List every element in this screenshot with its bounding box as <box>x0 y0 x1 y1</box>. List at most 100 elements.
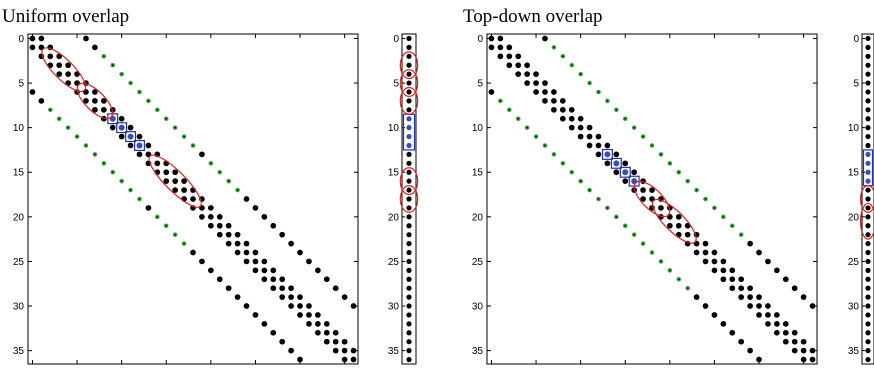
uniform-green-core <box>147 100 150 102</box>
topdown-green-core <box>597 91 600 93</box>
uniform-point <box>261 276 268 283</box>
uniform-green-core <box>165 224 168 227</box>
uniform-point <box>315 321 321 327</box>
topdown-point <box>595 142 602 149</box>
topdown-point <box>747 303 753 309</box>
topdown-point <box>542 35 548 42</box>
uniform-point <box>332 347 339 354</box>
uniform-ytick-label: 25 <box>13 257 25 268</box>
uniform-point <box>172 178 179 185</box>
topdown-point <box>747 240 753 247</box>
topdown-vector-point <box>865 276 871 282</box>
uniform-point <box>279 276 286 283</box>
topdown-point <box>791 338 798 345</box>
topdown-green-core <box>677 278 680 281</box>
uniform-point <box>56 62 63 69</box>
uniform-green-core <box>111 171 114 174</box>
uniform-vector-point <box>406 330 412 336</box>
uniform-point <box>297 303 303 309</box>
topdown-green-core <box>713 207 716 209</box>
uniform-green-core <box>120 73 123 75</box>
uniform-point <box>270 329 277 336</box>
uniform-point <box>207 222 214 229</box>
uniform-point <box>154 160 161 167</box>
topdown-vector-point <box>865 258 871 265</box>
topdown-point <box>747 285 753 292</box>
topdown-point <box>497 53 504 60</box>
uniform-point <box>261 258 268 265</box>
uniform-vector-point <box>406 80 412 86</box>
uniform-vector-point <box>406 205 412 211</box>
uniform-point <box>136 133 143 140</box>
topdown-ytick-label: 0 <box>477 34 483 45</box>
topdown-point <box>702 249 709 256</box>
uniform-point <box>136 151 143 158</box>
uniform-point <box>225 231 232 238</box>
topdown-point <box>765 321 771 327</box>
uniform-ytick-label: 5 <box>18 79 24 90</box>
uniform-point <box>279 338 286 345</box>
uniform-green-core <box>76 135 78 138</box>
topdown-vector-point <box>865 116 871 122</box>
uniform-point <box>118 133 125 140</box>
topdown-point <box>551 106 557 113</box>
topdown-blue-point <box>604 151 611 158</box>
topdown-vector-point <box>865 107 871 113</box>
topdown-green-core <box>624 117 627 120</box>
uniform-vector-ellipse <box>399 69 419 98</box>
topdown-overlap-ellipse <box>651 198 697 244</box>
uniform-vector-ellipse <box>399 167 419 196</box>
topdown-point <box>765 312 771 318</box>
uniform-point <box>225 222 232 229</box>
topdown-green-core <box>508 108 511 111</box>
topdown-point <box>622 178 629 185</box>
uniform-point <box>306 312 312 318</box>
uniform-vector-point <box>406 285 412 291</box>
topdown-green-core <box>677 171 680 174</box>
topdown-point <box>711 312 718 318</box>
uniform-point <box>92 98 98 104</box>
topdown-blue-point <box>622 169 629 176</box>
topdown-green-core <box>660 260 662 263</box>
topdown-frame <box>486 33 818 365</box>
topdown-blue-box <box>601 148 613 160</box>
topdown-point <box>542 98 548 104</box>
uniform-vytick-label: 20 <box>388 212 400 223</box>
uniform-point <box>216 276 223 283</box>
uniform-green-core <box>236 189 239 191</box>
uniform-green-core <box>120 180 123 183</box>
uniform-vector-point <box>406 89 412 95</box>
uniform-green-core <box>192 144 194 147</box>
uniform-point <box>252 205 259 211</box>
uniform-point <box>38 98 45 104</box>
topdown-point <box>675 213 682 220</box>
uniform-point <box>261 213 268 220</box>
uniform-point <box>127 142 134 149</box>
topdown-green-core <box>544 144 546 147</box>
uniform-point <box>163 178 170 185</box>
uniform-vector-point <box>406 249 412 256</box>
topdown-point <box>551 98 557 104</box>
uniform-green-core <box>129 189 132 191</box>
topdown-point <box>524 62 530 69</box>
uniform-green-core <box>111 64 114 67</box>
uniform-vector-point <box>406 62 412 68</box>
uniform-point <box>279 294 286 300</box>
uniform-point <box>172 169 179 176</box>
topdown-green-core <box>526 126 528 129</box>
topdown-vector-point <box>865 339 871 345</box>
topdown-point <box>791 329 798 336</box>
uniform-green-core <box>174 233 177 236</box>
uniform-vector-point <box>406 294 412 300</box>
topdown-green-core <box>553 46 555 49</box>
topdown-point <box>533 71 539 77</box>
topdown-vytick-label: 20 <box>848 212 860 223</box>
topdown-point <box>711 249 718 256</box>
topdown-green-core <box>722 215 725 218</box>
uniform-point <box>288 285 294 292</box>
topdown-ytick-label: 10 <box>472 123 484 134</box>
topdown-green-core <box>686 180 689 183</box>
uniform-point <box>199 258 205 265</box>
topdown-point <box>577 124 584 131</box>
